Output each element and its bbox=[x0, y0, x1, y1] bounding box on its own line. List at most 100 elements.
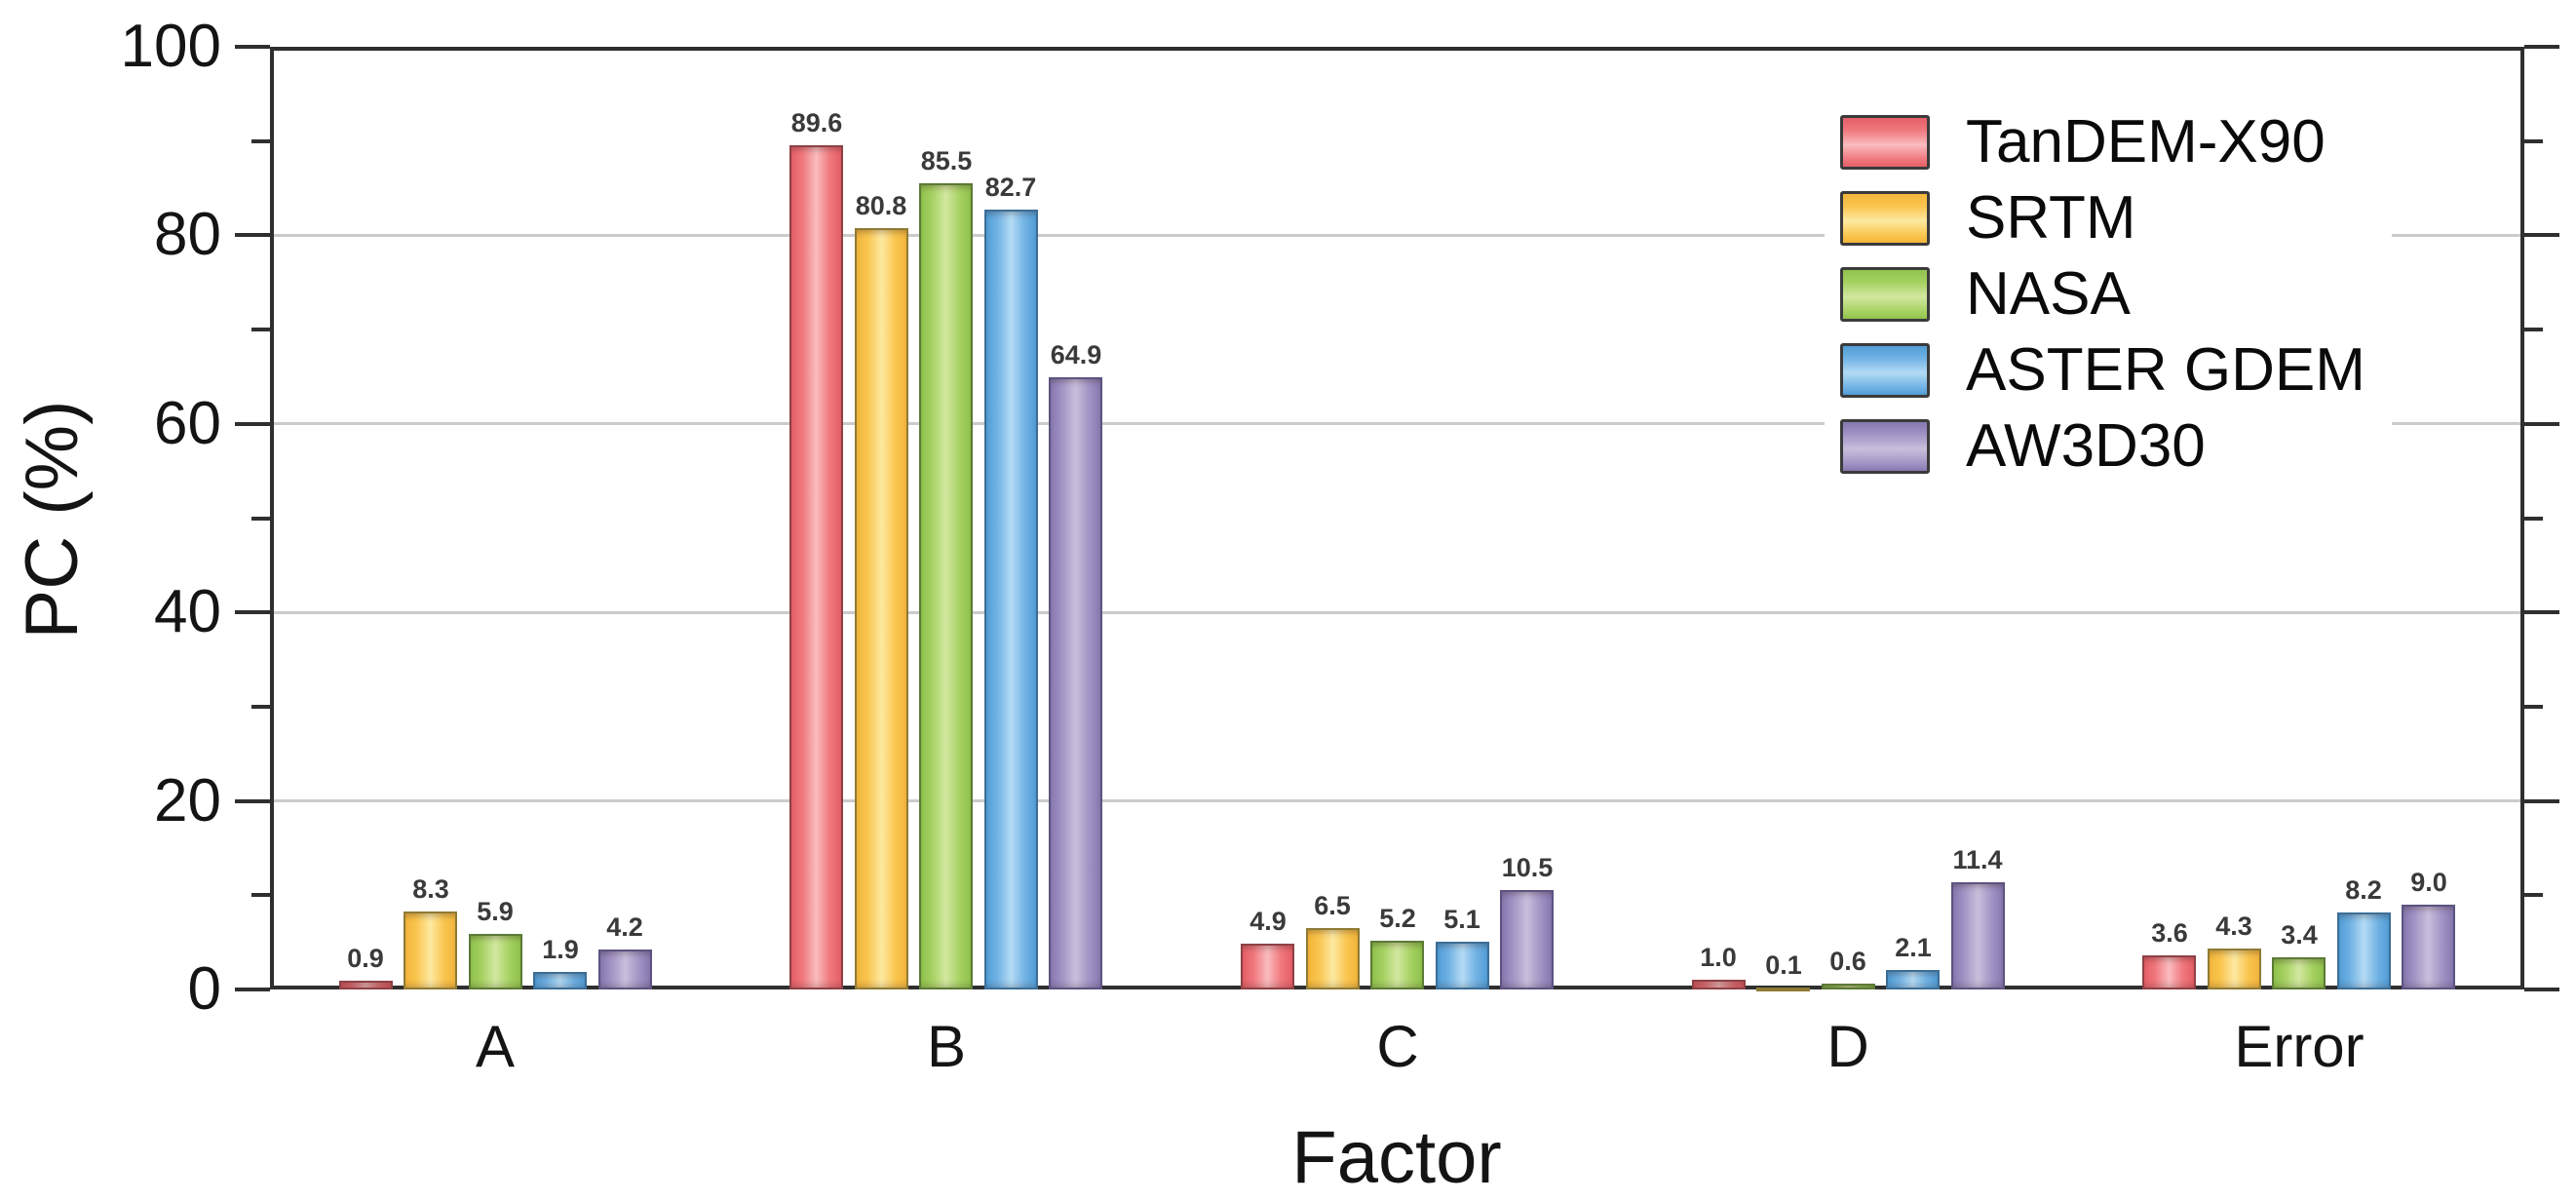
bar-SRTM-A bbox=[404, 911, 457, 989]
bar-AW3D30-D bbox=[1951, 882, 2005, 989]
legend-swatch-ASTER GDEM bbox=[1840, 343, 1930, 398]
legend-item-NASA: NASA bbox=[1825, 256, 2392, 332]
legend-item-TanDEM-X90: TanDEM-X90 bbox=[1825, 104, 2392, 180]
bar-value-label: 9.0 bbox=[2410, 868, 2447, 897]
legend-item-label: NASA bbox=[1966, 260, 2131, 328]
bar-value-label: 5.2 bbox=[1379, 904, 1416, 933]
legend-swatch-TanDEM-X90 bbox=[1840, 115, 1930, 170]
y-axis-tick-left-major bbox=[235, 422, 270, 426]
y-axis-tick-left-major bbox=[235, 988, 270, 991]
bar-value-label: 85.5 bbox=[920, 146, 973, 175]
y-axis-tick-right-major bbox=[2524, 799, 2559, 803]
y-axis-tick-left-minor bbox=[251, 705, 270, 709]
bar-value-label: 0.9 bbox=[347, 944, 384, 973]
bar-AW3D30-C bbox=[1500, 890, 1554, 989]
bar-value-label: 1.0 bbox=[1700, 943, 1737, 972]
bar-value-label: 0.1 bbox=[1765, 950, 1802, 980]
bar-value-label: 3.4 bbox=[2281, 920, 2318, 950]
y-axis-tick-right-major bbox=[2524, 233, 2559, 237]
bar-ASTER GDEM-C bbox=[1436, 942, 1489, 989]
bar-value-label: 0.6 bbox=[1829, 947, 1866, 976]
legend: TanDEM-X90 SRTM NASA ASTER GDEM AW3D30 bbox=[1825, 88, 2392, 495]
legend-item-AW3D30: AW3D30 bbox=[1825, 408, 2392, 485]
bar-TanDEM-X90-Error bbox=[2142, 955, 2196, 989]
bar-TanDEM-X90-A bbox=[339, 981, 393, 989]
bar-value-label: 1.9 bbox=[542, 935, 579, 964]
legend-item-label: AW3D30 bbox=[1966, 412, 2206, 480]
bar-value-label: 4.2 bbox=[606, 912, 643, 942]
legend-swatch-SRTM bbox=[1840, 191, 1930, 246]
bar-NASA-D bbox=[1822, 984, 1875, 989]
bar-value-label: 2.1 bbox=[1895, 933, 1932, 962]
bar-ASTER GDEM-B bbox=[984, 210, 1038, 989]
bar-AW3D30-A bbox=[598, 950, 652, 989]
bar-NASA-A bbox=[469, 934, 522, 989]
y-tick-label-100: 100 bbox=[120, 13, 221, 80]
y-axis-tick-right-major bbox=[2524, 422, 2559, 426]
bar-value-label: 89.6 bbox=[790, 108, 843, 137]
legend-item-label: SRTM bbox=[1966, 184, 2136, 252]
bar-value-label: 4.3 bbox=[2215, 911, 2252, 941]
x-category-label-C: C bbox=[1376, 1014, 1419, 1079]
bar-ASTER GDEM-Error bbox=[2337, 912, 2391, 989]
bar-NASA-B bbox=[919, 183, 973, 989]
bar-SRTM-C bbox=[1306, 928, 1360, 989]
x-category-label-D: D bbox=[1826, 1014, 1869, 1079]
bar-TanDEM-X90-C bbox=[1241, 944, 1294, 989]
bar-value-label: 5.9 bbox=[477, 897, 514, 926]
bar-value-label: 4.9 bbox=[1250, 907, 1287, 936]
bar-value-label: 82.7 bbox=[984, 173, 1037, 202]
bar-value-label: 10.5 bbox=[1501, 853, 1554, 882]
bar-TanDEM-X90-D bbox=[1692, 980, 1746, 989]
bar-value-label: 5.1 bbox=[1443, 905, 1480, 934]
y-tick-label-60: 60 bbox=[154, 390, 221, 457]
bar-SRTM-D bbox=[1756, 988, 1810, 991]
y-axis-tick-right-minor bbox=[2524, 139, 2543, 143]
legend-item-ASTER GDEM: ASTER GDEM bbox=[1825, 332, 2392, 408]
y-axis-tick-left-major bbox=[235, 45, 270, 49]
legend-item-SRTM: SRTM bbox=[1825, 180, 2392, 256]
bar-NASA-C bbox=[1370, 941, 1424, 989]
y-axis-tick-left-minor bbox=[251, 893, 270, 897]
x-category-label-A: A bbox=[475, 1014, 516, 1079]
x-axis-title: Factor bbox=[1291, 1116, 1502, 1199]
y-axis-tick-left-minor bbox=[251, 139, 270, 143]
bar-value-label: 80.8 bbox=[855, 191, 907, 220]
y-tick-label-0: 0 bbox=[187, 955, 221, 1023]
bar-value-label: 11.4 bbox=[1952, 845, 2003, 874]
legend-item-label: TanDEM-X90 bbox=[1966, 108, 2326, 175]
y-axis-tick-right-major bbox=[2524, 610, 2559, 614]
bar-value-label: 8.3 bbox=[412, 874, 449, 904]
y-axis-title: PC (%) bbox=[11, 400, 94, 640]
bar-AW3D30-Error bbox=[2402, 905, 2455, 989]
y-tick-label-20: 20 bbox=[154, 767, 221, 834]
gridline-60 bbox=[274, 422, 2520, 425]
bar-SRTM-B bbox=[855, 228, 908, 989]
bar-value-label: 3.6 bbox=[2151, 918, 2188, 948]
y-axis-tick-right-minor bbox=[2524, 893, 2543, 897]
bar-ASTER GDEM-D bbox=[1886, 970, 1940, 989]
y-axis-tick-left-minor bbox=[251, 328, 270, 331]
x-category-label-B: B bbox=[926, 1014, 967, 1079]
y-axis-tick-left-minor bbox=[251, 517, 270, 521]
y-axis-tick-right-minor bbox=[2524, 328, 2543, 331]
bar-NASA-Error bbox=[2272, 957, 2326, 989]
legend-item-label: ASTER GDEM bbox=[1966, 336, 2365, 404]
y-axis-tick-left-major bbox=[235, 233, 270, 237]
legend-swatch-AW3D30 bbox=[1840, 419, 1930, 474]
y-axis-tick-right-minor bbox=[2524, 705, 2543, 709]
legend-swatch-NASA bbox=[1840, 267, 1930, 322]
gridline-80 bbox=[274, 234, 2520, 237]
bar-value-label: 8.2 bbox=[2345, 875, 2382, 905]
bar-AW3D30-B bbox=[1049, 377, 1102, 989]
y-tick-label-40: 40 bbox=[154, 578, 221, 645]
x-category-label-Error: Error bbox=[2234, 1014, 2365, 1079]
bar-ASTER GDEM-A bbox=[533, 972, 587, 989]
y-axis-tick-right-major bbox=[2524, 45, 2559, 49]
bar-TanDEM-X90-B bbox=[789, 145, 843, 989]
bar-value-label: 6.5 bbox=[1314, 891, 1351, 920]
y-axis-tick-left-major bbox=[235, 610, 270, 614]
y-axis-tick-left-major bbox=[235, 799, 270, 803]
bar-SRTM-Error bbox=[2208, 949, 2261, 989]
